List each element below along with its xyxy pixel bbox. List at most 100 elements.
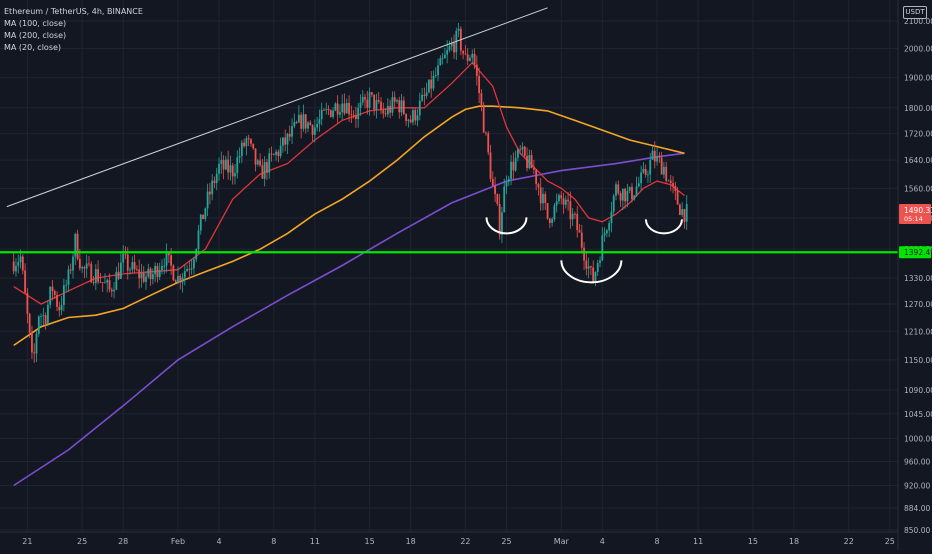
candle-body <box>601 235 604 261</box>
candle-body <box>44 315 47 325</box>
y-tick-label: 960.00 <box>904 458 930 467</box>
candle-body <box>564 199 567 205</box>
candle-body <box>544 194 547 204</box>
ma100-legend[interactable]: MA (100, close) <box>4 19 67 28</box>
candle-body <box>309 122 312 126</box>
candle-body <box>129 269 131 271</box>
candle-body <box>674 185 677 191</box>
candle-body <box>421 94 423 101</box>
candle-body <box>94 269 97 284</box>
candle-body <box>503 186 506 213</box>
candle-body <box>345 102 348 114</box>
last-price-tag <box>899 204 931 225</box>
y-tick-label: 1330.00 <box>904 274 932 283</box>
candle-body <box>12 261 15 272</box>
candle-body <box>364 97 366 100</box>
candle-body <box>560 195 563 199</box>
candle-body <box>76 233 79 259</box>
candle-body <box>252 143 255 149</box>
candle-body <box>149 268 152 280</box>
candle-body <box>428 79 430 93</box>
candle-body <box>113 289 115 292</box>
candle-body <box>368 92 371 108</box>
candle-body <box>626 190 629 202</box>
candle-body <box>370 92 373 95</box>
candle-body <box>489 152 492 179</box>
candle-body <box>204 208 207 220</box>
ma20-legend[interactable]: MA (20, close) <box>4 43 62 52</box>
candle-body <box>642 169 645 173</box>
candle-body <box>669 180 672 184</box>
candle-body <box>517 149 519 158</box>
candle-body <box>521 146 524 150</box>
candle-body <box>272 154 275 155</box>
candle-body <box>640 172 643 184</box>
y-tick-label: 1000.00 <box>904 435 932 444</box>
candle-body <box>530 155 533 169</box>
candle-body <box>615 184 617 196</box>
support-price-tag <box>899 246 931 259</box>
candle-body <box>446 50 449 55</box>
candle-body <box>663 166 665 175</box>
candle-body <box>56 294 58 307</box>
candle-body <box>432 75 435 89</box>
ma200-legend[interactable]: MA (200, close) <box>4 31 67 40</box>
candle-body <box>300 114 303 129</box>
candle-body <box>117 271 120 279</box>
candle-body <box>453 43 455 53</box>
candle-body <box>430 79 433 89</box>
candle-body <box>227 159 230 173</box>
ma100-line <box>13 105 685 347</box>
candle-body <box>224 159 227 170</box>
candle-body <box>469 57 471 61</box>
candle-body <box>448 46 451 51</box>
candle-body <box>480 93 483 105</box>
candle-body <box>635 186 638 196</box>
candle-body <box>47 304 49 325</box>
candle-body <box>537 183 540 188</box>
candle-body <box>101 281 104 283</box>
candle-body <box>135 269 138 271</box>
last-price-label: 1490.33 <box>904 206 932 215</box>
candle-body <box>473 53 476 65</box>
candle-body <box>676 190 679 205</box>
candle-body <box>567 199 569 202</box>
last-price-countdown: 05:14 <box>904 215 923 223</box>
support-price-label: 1392.49 <box>904 248 932 257</box>
candle-body <box>457 28 460 31</box>
candle-body <box>106 280 109 283</box>
candle-body <box>69 269 72 271</box>
candle-body <box>177 276 179 283</box>
candle-body <box>574 213 576 215</box>
currency-unit-button[interactable]: USDT <box>903 6 927 19</box>
candle-body <box>608 223 611 231</box>
candle-body <box>336 103 339 115</box>
candle-body <box>571 213 574 220</box>
candle-body <box>126 254 129 271</box>
candle-body <box>65 284 68 286</box>
x-tick-label: 11 <box>693 537 703 546</box>
y-tick-label: 1270.00 <box>904 300 932 309</box>
candle-body <box>482 104 485 133</box>
candle-body <box>147 268 150 277</box>
y-tick-label: 1800.00 <box>904 104 932 113</box>
candle-body <box>282 137 284 146</box>
symbol-title[interactable]: Ethereum / TetherUS, 4h, BINANCE <box>4 7 143 16</box>
candle-body <box>104 282 106 284</box>
x-tick-label: 25 <box>77 537 87 546</box>
candle-body <box>466 54 469 61</box>
candle-body <box>361 97 364 103</box>
candle-body <box>496 194 499 205</box>
pattern-arc <box>560 260 623 284</box>
candle-body <box>665 166 668 181</box>
candle-body <box>318 119 321 124</box>
candle-body <box>78 258 81 269</box>
candle-body <box>621 188 624 201</box>
candle-body <box>580 232 583 248</box>
candle-body <box>154 266 157 275</box>
candle-body <box>407 119 410 121</box>
candle-body <box>133 262 136 270</box>
